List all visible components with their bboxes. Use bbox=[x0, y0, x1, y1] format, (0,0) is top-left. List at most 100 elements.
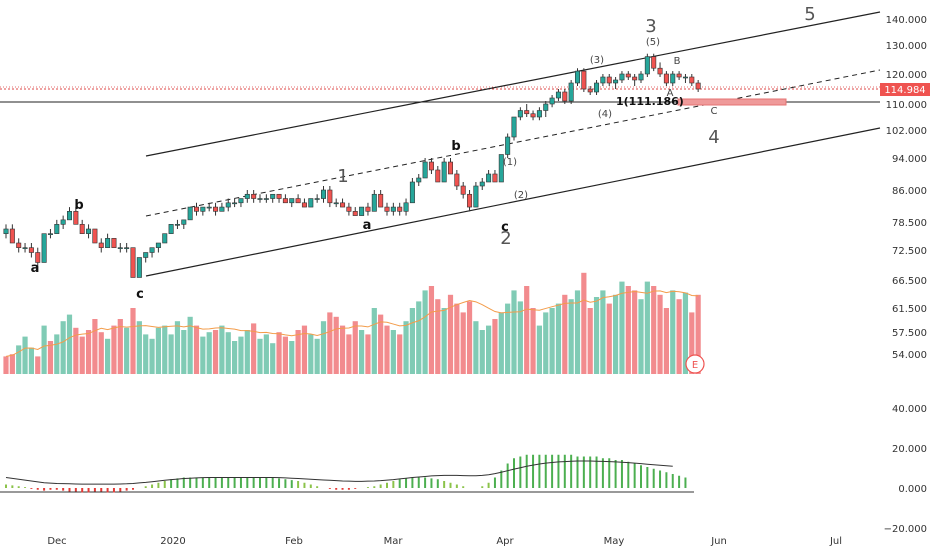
candle-body bbox=[155, 242, 161, 248]
volume-bar bbox=[66, 314, 73, 374]
volume-bar bbox=[3, 356, 9, 374]
wave-label-sub: b bbox=[451, 139, 460, 154]
volume-bar bbox=[625, 286, 631, 374]
volume-bar bbox=[289, 341, 295, 374]
volume-bar bbox=[409, 308, 415, 374]
volume-bar bbox=[593, 297, 600, 374]
candle-body bbox=[638, 73, 644, 81]
earnings-marker-label: E bbox=[692, 360, 698, 371]
current-price-label: 114.984 bbox=[884, 85, 925, 96]
volume-bar bbox=[124, 327, 130, 374]
candle-body bbox=[530, 113, 536, 118]
candle-body bbox=[689, 76, 695, 84]
volume-bar bbox=[695, 294, 701, 374]
wave-label-primary: 1 bbox=[337, 166, 348, 187]
candle-body bbox=[435, 169, 441, 183]
volume-bar bbox=[466, 301, 473, 374]
wave-label-minor: (2) bbox=[514, 190, 528, 201]
y-tick-label: 140.000 bbox=[886, 15, 927, 26]
candle-body bbox=[98, 242, 104, 248]
candle-body bbox=[625, 73, 631, 78]
x-tick-label: Jul bbox=[829, 536, 842, 547]
volume-bar bbox=[568, 299, 574, 374]
level-label: 1(111.186) bbox=[616, 95, 684, 108]
volume-bar bbox=[181, 330, 187, 374]
volume-bar bbox=[162, 325, 168, 374]
y-tick-label: 54.000 bbox=[892, 350, 927, 361]
candle-body bbox=[206, 206, 212, 209]
volume-bar bbox=[143, 334, 149, 374]
volume-bar bbox=[682, 292, 689, 374]
candle-body bbox=[676, 73, 682, 78]
candle-body bbox=[105, 238, 111, 248]
candle-body bbox=[92, 228, 98, 244]
volume-bar bbox=[130, 308, 136, 374]
wave-label-minor: (5) bbox=[646, 37, 660, 48]
volume-bar bbox=[676, 299, 682, 374]
volume-bar bbox=[22, 336, 28, 374]
volume-bar bbox=[295, 330, 301, 374]
candle-body bbox=[149, 247, 155, 253]
candle-body bbox=[308, 198, 314, 208]
candle-body bbox=[301, 202, 307, 208]
candle-body bbox=[352, 211, 358, 216]
candle-body bbox=[492, 173, 498, 183]
candle-body bbox=[536, 110, 542, 118]
volume-bar bbox=[600, 290, 606, 374]
candle-body bbox=[632, 76, 638, 81]
volume-bar bbox=[365, 334, 371, 374]
earnings-marker bbox=[685, 354, 705, 374]
candle-body bbox=[587, 88, 593, 93]
candle-body bbox=[282, 198, 288, 204]
candle-body bbox=[47, 233, 53, 235]
volume-bar bbox=[359, 330, 365, 374]
candle-body bbox=[447, 161, 453, 175]
candle-body bbox=[422, 161, 428, 179]
volume-bar bbox=[35, 356, 41, 374]
target-zone bbox=[677, 98, 787, 106]
candle-body bbox=[3, 228, 9, 234]
candle-body bbox=[314, 198, 320, 200]
candle-body bbox=[657, 67, 663, 75]
volume-bar bbox=[397, 334, 403, 374]
volume-bar bbox=[282, 336, 288, 374]
candle-body bbox=[428, 161, 434, 171]
x-tick-label: Mar bbox=[384, 536, 404, 547]
volume-bar bbox=[92, 319, 98, 374]
volume-bar bbox=[206, 332, 212, 374]
volume-bar bbox=[16, 345, 22, 374]
candle-body bbox=[416, 177, 422, 183]
volume-bar bbox=[422, 290, 428, 374]
candle-body bbox=[181, 219, 187, 225]
volume-bar bbox=[219, 325, 225, 374]
candle-body bbox=[295, 198, 301, 204]
candle-body bbox=[238, 198, 244, 204]
candle-body bbox=[384, 206, 390, 212]
x-tick-label: May bbox=[604, 536, 625, 547]
candle-body bbox=[365, 206, 371, 212]
volume-bar bbox=[505, 303, 511, 374]
volume-bar bbox=[390, 330, 396, 374]
volume-bar bbox=[543, 312, 549, 374]
y-tick-label: 61.500 bbox=[892, 304, 927, 315]
candle-body bbox=[568, 82, 574, 102]
x-tick-label: Apr bbox=[496, 536, 514, 547]
volume-bar bbox=[60, 321, 66, 374]
volume-bar bbox=[111, 325, 117, 374]
candle-body bbox=[346, 206, 352, 212]
x-tick-label: Jun bbox=[710, 536, 727, 547]
y-tick-label: −20.000 bbox=[884, 524, 927, 535]
channel-lower-line bbox=[145, 127, 881, 277]
volume-bar bbox=[486, 325, 492, 374]
candle-body bbox=[73, 211, 79, 225]
candle-body bbox=[606, 76, 612, 84]
candle-body bbox=[371, 193, 377, 212]
volume-bar bbox=[619, 281, 625, 374]
volume-ma-line bbox=[5, 290, 699, 357]
candle-body bbox=[479, 181, 485, 187]
candle-body bbox=[257, 198, 263, 200]
candle-body bbox=[136, 257, 142, 278]
volume-bar bbox=[555, 303, 562, 374]
candle-body bbox=[213, 206, 219, 212]
